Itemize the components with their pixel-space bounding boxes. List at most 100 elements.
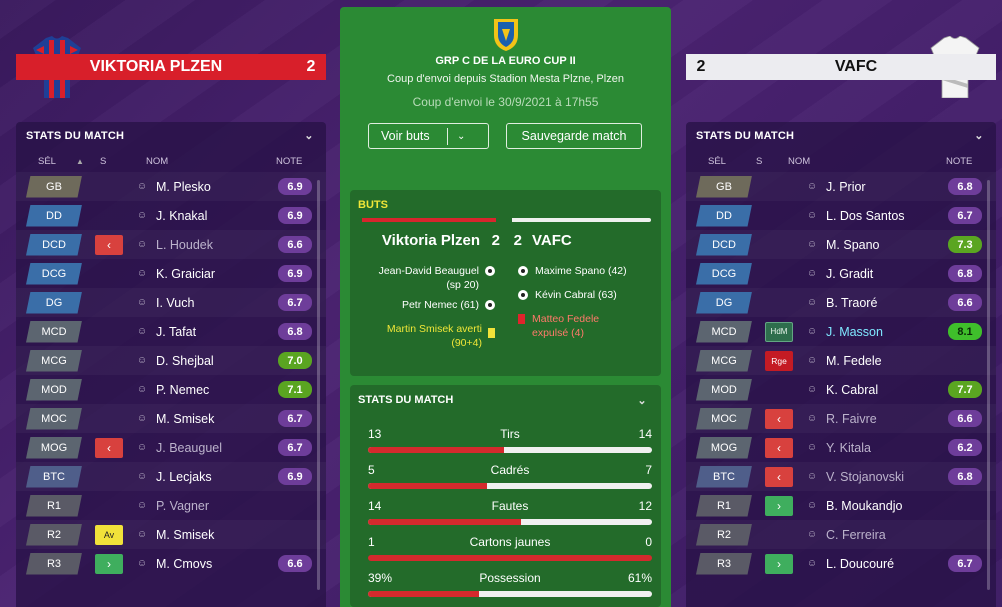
status-out-icon[interactable]: ‹ xyxy=(765,408,793,429)
position-badge[interactable]: R2 xyxy=(26,523,82,546)
player-name[interactable]: J. Masson xyxy=(826,324,883,339)
player-row[interactable]: R1 › ☺ B. Moukandjo xyxy=(686,491,996,520)
position-badge[interactable]: R2 xyxy=(696,523,752,546)
position-badge[interactable]: MOD xyxy=(26,378,82,401)
player-row[interactable]: MOG ‹ ☺ Y. Kitala 6.2 xyxy=(686,433,996,462)
player-name[interactable]: P. Nemec xyxy=(156,382,210,397)
status-in-icon[interactable]: › xyxy=(95,553,123,574)
player-row[interactable]: MCG Rge ☺ M. Fedele xyxy=(686,346,996,375)
home-panel-header[interactable]: STATS DU MATCH ⌄ xyxy=(16,122,326,150)
player-name[interactable]: Y. Kitala xyxy=(826,440,871,455)
player-name[interactable]: R. Faivre xyxy=(826,411,877,426)
player-row[interactable]: DD ☺ L. Dos Santos 6.7 xyxy=(686,201,996,230)
status-hdm[interactable]: HdM xyxy=(765,321,793,342)
player-row[interactable]: MCG ☺ D. Shejbal 7.0 xyxy=(16,346,326,375)
col-sel[interactable]: SÉL xyxy=(38,155,56,167)
position-badge[interactable]: DG xyxy=(26,291,82,314)
position-badge[interactable]: MCG xyxy=(696,349,752,372)
position-badge[interactable]: DCG xyxy=(696,262,752,285)
player-row[interactable]: DG ☺ I. Vuch 6.7 xyxy=(16,288,326,317)
position-badge[interactable]: R1 xyxy=(696,494,752,517)
player-row[interactable]: MOC ‹ ☺ R. Faivre 6.6 xyxy=(686,404,996,433)
player-row[interactable]: MOG ‹ ☺ J. Beauguel 6.7 xyxy=(16,433,326,462)
position-badge[interactable]: DG xyxy=(696,291,752,314)
player-name[interactable]: C. Ferreira xyxy=(826,527,886,542)
position-badge[interactable]: DCG xyxy=(26,262,82,285)
status-yc[interactable]: Av xyxy=(95,524,123,545)
player-row[interactable]: R1 ☺ P. Vagner xyxy=(16,491,326,520)
position-badge[interactable]: MCG xyxy=(26,349,82,372)
player-name[interactable]: B. Traoré xyxy=(826,295,878,310)
player-row[interactable]: GB ☺ M. Plesko 6.9 xyxy=(16,172,326,201)
player-name[interactable]: D. Shejbal xyxy=(156,353,214,368)
col-note[interactable]: NOTE xyxy=(946,155,973,167)
position-badge[interactable]: MCD xyxy=(696,320,752,343)
chevron-down-icon[interactable]: ⌄ xyxy=(974,130,984,142)
status-out-icon[interactable]: ‹ xyxy=(765,466,793,487)
save-match-button[interactable]: Sauvegarde match xyxy=(506,123,642,149)
status-rge[interactable]: Rge xyxy=(765,350,793,371)
player-row[interactable]: MOD ☺ P. Nemec 7.1 xyxy=(16,375,326,404)
status-out-icon[interactable]: ‹ xyxy=(95,234,123,255)
player-name[interactable]: J. Prior xyxy=(826,179,866,194)
chevron-down-icon[interactable]: ⌄ xyxy=(637,395,647,407)
player-name[interactable]: J. Gradit xyxy=(826,266,874,281)
col-sel[interactable]: SÉL xyxy=(708,155,726,167)
position-badge[interactable]: BTC xyxy=(26,465,82,488)
player-row[interactable]: MCD HdM ☺ J. Masson 8.1 xyxy=(686,317,996,346)
player-name[interactable]: M. Smisek xyxy=(156,527,215,542)
status-in-icon[interactable]: › xyxy=(765,553,793,574)
player-row[interactable]: DCG ☺ J. Gradit 6.8 xyxy=(686,259,996,288)
position-badge[interactable]: R1 xyxy=(26,494,82,517)
player-row[interactable]: GB ☺ J. Prior 6.8 xyxy=(686,172,996,201)
away-team-bar[interactable]: 2 VAFC xyxy=(686,54,996,80)
position-badge[interactable]: GB xyxy=(26,175,82,198)
player-name[interactable]: M. Fedele xyxy=(826,353,882,368)
col-s[interactable]: S xyxy=(756,155,763,167)
sort-arrow-icon[interactable]: ▲ xyxy=(76,156,84,166)
position-badge[interactable]: DCD xyxy=(696,233,752,256)
position-badge[interactable]: R3 xyxy=(696,552,752,575)
player-row[interactable]: R3 › ☺ L. Doucouré 6.7 xyxy=(686,549,996,578)
player-name[interactable]: J. Beauguel xyxy=(156,440,223,455)
player-row[interactable]: DD ☺ J. Knakal 6.9 xyxy=(16,201,326,230)
position-badge[interactable]: DD xyxy=(26,204,82,227)
player-row[interactable]: R2 ☺ C. Ferreira xyxy=(686,520,996,549)
home-team-bar[interactable]: VIKTORIA PLZEN 2 xyxy=(16,54,326,80)
player-name[interactable]: J. Tafat xyxy=(156,324,197,339)
position-badge[interactable]: DCD xyxy=(26,233,82,256)
status-out-icon[interactable]: ‹ xyxy=(95,437,123,458)
position-badge[interactable]: MOG xyxy=(696,436,752,459)
player-row[interactable]: MCD ☺ J. Tafat 6.8 xyxy=(16,317,326,346)
player-row[interactable]: R2 Av ☺ M. Smisek xyxy=(16,520,326,549)
chevron-down-icon[interactable]: ⌄ xyxy=(304,130,314,142)
chevron-down-icon[interactable]: ⌄ xyxy=(457,130,466,142)
player-name[interactable]: I. Vuch xyxy=(156,295,195,310)
player-row[interactable]: DCG ☺ K. Graiciar 6.9 xyxy=(16,259,326,288)
position-badge[interactable]: MOD xyxy=(696,378,752,401)
position-badge[interactable]: DD xyxy=(696,204,752,227)
player-name[interactable]: J. Lecjaks xyxy=(156,469,212,484)
col-nom[interactable]: NOM xyxy=(788,155,811,167)
player-name[interactable]: M. Plesko xyxy=(156,179,211,194)
scrollbar[interactable] xyxy=(987,180,990,590)
position-badge[interactable]: GB xyxy=(696,175,752,198)
col-note[interactable]: NOTE xyxy=(276,155,303,167)
position-badge[interactable]: BTC xyxy=(696,465,752,488)
player-name[interactable]: M. Smisek xyxy=(156,411,215,426)
player-name[interactable]: M. Cmovs xyxy=(156,556,213,571)
player-name[interactable]: K. Graiciar xyxy=(156,266,216,281)
scrollbar[interactable] xyxy=(317,180,320,590)
position-badge[interactable]: MOC xyxy=(26,407,82,430)
player-name[interactable]: V. Stojanovski xyxy=(826,469,905,484)
player-name[interactable]: L. Dos Santos xyxy=(826,208,905,223)
player-name[interactable]: M. Spano xyxy=(826,237,880,252)
player-row[interactable]: MOC ☺ M. Smisek 6.7 xyxy=(16,404,326,433)
player-row[interactable]: DCD ☺ M. Spano 7.3 xyxy=(686,230,996,259)
status-in-icon[interactable]: › xyxy=(765,495,793,516)
player-row[interactable]: MOD ☺ K. Cabral 7.7 xyxy=(686,375,996,404)
away-panel-header[interactable]: STATS DU MATCH ⌄ xyxy=(686,122,996,150)
player-name[interactable]: K. Cabral xyxy=(826,382,879,397)
player-name[interactable]: L. Houdek xyxy=(156,237,213,252)
position-badge[interactable]: MOG xyxy=(26,436,82,459)
